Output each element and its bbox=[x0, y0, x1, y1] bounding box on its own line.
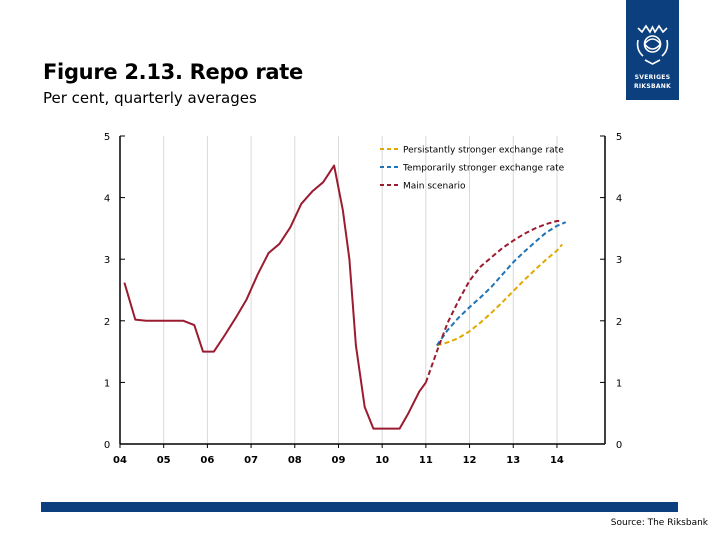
x-tick-label: 12 bbox=[463, 455, 477, 466]
series-line-temporarily-stronger-exchange-rate bbox=[435, 221, 567, 346]
legend: Persistantly stronger exchange rate Tempo… bbox=[380, 146, 565, 192]
y-tick-label-left: 4 bbox=[104, 194, 110, 205]
x-tick-label: 07 bbox=[244, 455, 258, 466]
series-line-outcome bbox=[123, 164, 427, 430]
x-tick-label: 09 bbox=[332, 455, 346, 466]
chart-subtitle: Per cent, quarterly averages bbox=[43, 89, 257, 107]
y-tick-label-right: 4 bbox=[616, 194, 622, 205]
y-tick-label-left: 1 bbox=[104, 378, 110, 389]
y-tick-label-right: 5 bbox=[616, 132, 622, 143]
logo-text-sveriges: SVERIGES bbox=[634, 74, 671, 81]
x-tick-label: 04 bbox=[113, 455, 127, 466]
x-tick-label: 13 bbox=[506, 455, 520, 466]
y-tick-label-left: 3 bbox=[104, 255, 110, 266]
x-tick-label: 11 bbox=[419, 455, 433, 466]
footer-bar bbox=[41, 502, 678, 512]
legend-label: Persistantly stronger exchange rate bbox=[403, 146, 564, 156]
grid bbox=[119, 136, 558, 444]
x-tick-label: 14 bbox=[550, 455, 564, 466]
series-line-main-scenario bbox=[424, 220, 563, 383]
chart-title: Figure 2.13. Repo rate bbox=[43, 60, 303, 84]
y-tick-label-right: 0 bbox=[616, 440, 622, 451]
logo-text-riksbank: RIKSBANK bbox=[633, 83, 672, 90]
legend-label: Temporarily stronger exchange rate bbox=[402, 164, 565, 174]
y-tick-label-left: 2 bbox=[104, 317, 110, 328]
y-tick-label-right: 1 bbox=[616, 378, 622, 389]
riksbank-logo: SVERIGES RIKSBANK bbox=[626, 0, 679, 100]
series-line-persistantly-stronger-exchange-rate bbox=[436, 243, 563, 347]
x-tick-label: 05 bbox=[157, 455, 171, 466]
x-tick-label: 10 bbox=[375, 455, 389, 466]
y-tick-label-right: 3 bbox=[616, 255, 622, 266]
y-tick-label-right: 2 bbox=[616, 317, 622, 328]
axes: 0 01 12 23 34 45 504 05 06 07 08 09 10 11 12 13 14 bbox=[104, 132, 622, 466]
legend-label: Main scenario bbox=[403, 182, 466, 192]
series-lines bbox=[123, 164, 567, 430]
repo-rate-chart: 0 01 12 23 34 45 504 05 06 07 08 09 10 11 12 13 14 Persi… bbox=[104, 132, 622, 466]
crest-icon bbox=[636, 24, 669, 65]
x-tick-label: 06 bbox=[200, 455, 214, 466]
x-tick-label: 08 bbox=[288, 455, 302, 466]
y-tick-label-left: 5 bbox=[104, 132, 110, 143]
y-tick-label-left: 0 bbox=[104, 440, 110, 451]
source-note: Source: The Riksbank bbox=[610, 518, 708, 528]
